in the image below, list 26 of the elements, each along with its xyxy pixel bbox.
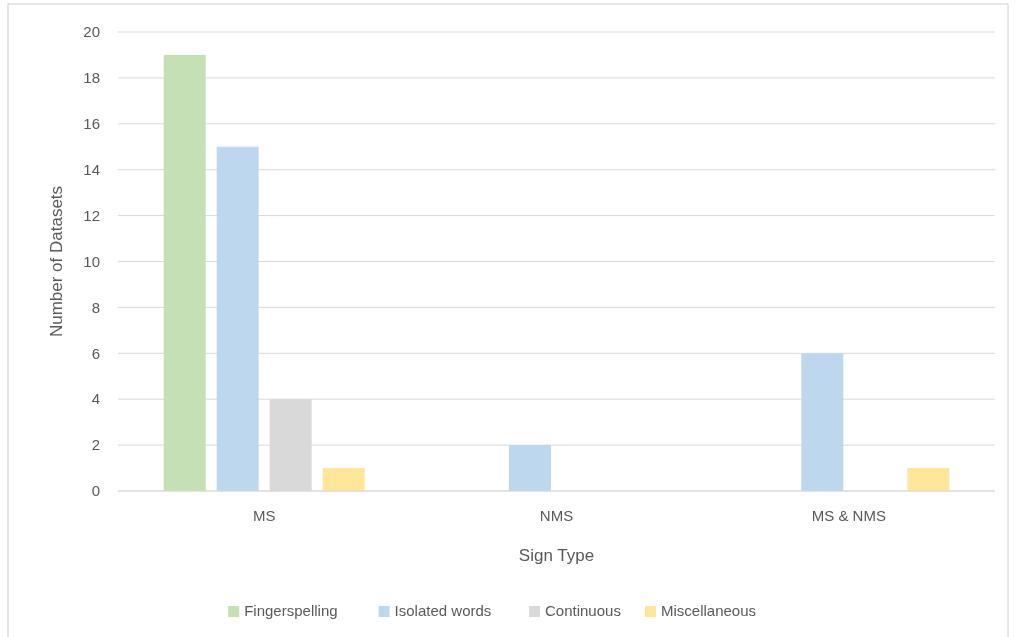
legend-label: Continuous: [545, 602, 621, 619]
y-tick-label: 0: [91, 482, 100, 500]
y-tick-label: 16: [83, 115, 100, 133]
y-tick-label: 4: [91, 390, 100, 408]
x-tick-label: MS & NMS: [811, 507, 886, 524]
x-tick-label: NMS: [539, 507, 574, 524]
y-tick-label: 20: [83, 23, 100, 41]
y-tick-label: 8: [91, 298, 100, 316]
bar: [509, 445, 551, 491]
legend-label: Isolated words: [394, 602, 492, 619]
y-tick-label: 12: [83, 206, 100, 224]
y-tick-label: 6: [91, 344, 100, 362]
bar: [907, 468, 950, 491]
bar: [163, 54, 206, 491]
x-axis-title: Sign Type: [518, 546, 595, 565]
y-tick-label: 2: [91, 436, 100, 454]
y-tick-label: 14: [83, 160, 100, 178]
x-tick-label: MS: [252, 507, 276, 524]
bar: [322, 468, 365, 491]
legend-label: Fingerspelling: [244, 602, 338, 619]
legend-label: Miscellaneous: [661, 602, 757, 619]
bar: [801, 353, 844, 491]
y-axis-title: Number of Datasets: [47, 185, 66, 338]
y-tick-label: 10: [83, 252, 100, 270]
bar: [216, 146, 259, 491]
y-tick-label: 18: [83, 69, 100, 87]
